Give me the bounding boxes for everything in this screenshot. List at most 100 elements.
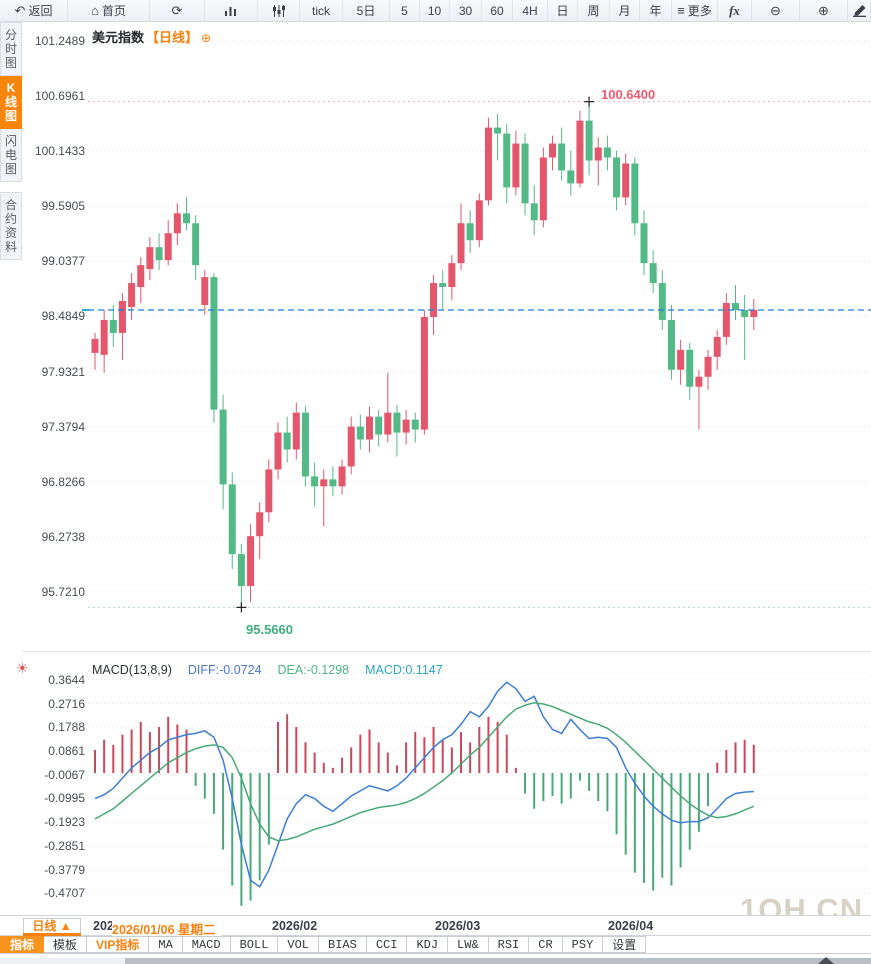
indicator-settings-icon[interactable]: ☀ (16, 660, 29, 676)
tab-VOL[interactable]: VOL (278, 936, 320, 953)
toolbar-more-button[interactable]: ≡ 更多 (672, 0, 718, 21)
sidebar-item-char: 约 (4, 212, 17, 226)
toolbar-4h-button[interactable]: 4H (513, 0, 548, 21)
macd-diff-value: DIFF:-0.0724 (187, 663, 262, 677)
toolbar-label: 更多 (687, 4, 712, 18)
toolbar-tick-button[interactable]: tick (300, 0, 343, 21)
toolbar-label: 60 (490, 3, 504, 18)
period-selector-button[interactable]: 日线 ▲ (23, 918, 81, 935)
toolbar-home-button[interactable]: ⌂ 首页 (68, 0, 150, 21)
sidebar-item-闪电图[interactable]: 闪电图 (0, 129, 22, 182)
toolbar-label: 5 (401, 3, 408, 18)
tab-指标[interactable]: 指标 (0, 936, 45, 953)
toolbar-zoom-out-button[interactable]: ⊖ (752, 0, 800, 21)
toolbar-kline-style-button[interactable] (258, 0, 300, 21)
tab-MA[interactable]: MA (149, 936, 183, 953)
current-price-axis-tick (82, 309, 89, 311)
toolbar-label: 5日 (356, 4, 376, 18)
toolbar-fx-button[interactable]: fx (718, 0, 752, 21)
crosshair-date-label: 2026/01/06 星期二 (112, 919, 222, 938)
expand-arrow-icon[interactable] (818, 957, 834, 964)
sidebar-item-char: 图 (4, 56, 17, 70)
horizontal-scrollbar[interactable] (0, 957, 871, 964)
macd-y-tick: -0.2851 (44, 838, 85, 853)
price-y-tick: 99.0377 (41, 254, 85, 269)
scrollbar-thumb[interactable] (125, 958, 871, 964)
toolbar-chart-type-button[interactable] (205, 0, 258, 21)
macd-y-tick: 0.0861 (48, 743, 85, 758)
date-tick: 2026/04 (608, 919, 654, 933)
toolbar-label: 4H (522, 3, 538, 18)
toolbar-label: 日 (556, 4, 569, 18)
sidebar-item-char: 分 (4, 28, 17, 42)
home-icon: ⌂ (91, 3, 99, 18)
tab-KDJ[interactable]: KDJ (407, 936, 449, 953)
add-indicator-icon[interactable]: ⊕ (201, 31, 212, 45)
macd-y-tick: -0.4707 (44, 886, 85, 901)
toolbar-label: 10 (427, 3, 442, 18)
toolbar-label: 周 (587, 4, 600, 18)
high-price-label: 100.6400 (601, 87, 656, 102)
tab-模板[interactable]: 模板 (44, 936, 88, 953)
macd-label-row: MACD(13,8,9) DIFF:-0.0724 DEA:-0.1298 MA… (92, 663, 443, 677)
price-y-tick: 96.8266 (41, 474, 85, 489)
toolbar-30min-button[interactable]: 30 (450, 0, 482, 21)
toolbar-5d-button[interactable]: 5日 (343, 0, 390, 21)
toolbar-day-button[interactable]: 日 (548, 0, 578, 21)
macd-y-tick: 0.3644 (48, 672, 85, 687)
tab-LW&[interactable]: LW& (448, 936, 489, 953)
price-y-tick: 97.3794 (41, 419, 85, 434)
macd-y-tick: 0.2716 (48, 696, 85, 711)
sidebar-item-分时图[interactable]: 分时图 (0, 22, 22, 76)
toolbar-back-button[interactable]: ↶ 返回 (0, 0, 68, 21)
symbol-name: 美元指数 (92, 30, 145, 45)
toolbar-label: 返回 (28, 4, 53, 18)
toolbar-zoom-in-button[interactable]: ⊕ (800, 0, 848, 21)
macd-y-tick: -0.3779 (44, 862, 85, 877)
price-y-tick: 101.2489 (34, 34, 85, 48)
tab-VIP指标[interactable]: VIP指标 (87, 936, 150, 953)
tab-MACD[interactable]: MACD (182, 936, 231, 953)
macd-y-tick: -0.1923 (44, 815, 85, 830)
zoom-in-icon: ⊕ (818, 3, 829, 18)
toolbar-year-button[interactable]: 年 (640, 0, 672, 21)
tab-BIAS[interactable]: BIAS (319, 936, 367, 953)
sidebar-item-合约资料[interactable]: 合约资料 (0, 192, 22, 260)
sidebar-item-char: 时 (4, 42, 17, 56)
period-tag: 【日线】 (146, 30, 199, 45)
toolbar-month-button[interactable]: 月 (610, 0, 640, 21)
toolbar-60min-button[interactable]: 60 (482, 0, 513, 21)
toolbar-refresh-button[interactable]: ⟳ (150, 0, 205, 21)
price-y-tick: 98.4849 (41, 309, 85, 324)
toolbar-10min-button[interactable]: 10 (420, 0, 450, 21)
sidebar-item-char: K (6, 81, 16, 95)
sidebar-item-char: 资 (4, 226, 17, 240)
toolbar-label: fx (729, 2, 740, 18)
pane-separator (22, 651, 871, 652)
toolbar-5min-button[interactable]: 5 (390, 0, 420, 21)
tab-BOLL[interactable]: BOLL (230, 936, 279, 953)
tab-CCI[interactable]: CCI (366, 936, 408, 953)
toolbar-draw-button[interactable] (848, 0, 871, 21)
toolbar: ↶ 返回 ⌂ 首页 ⟳ tick 5日 5 10 30 60 4H 日 周月年 ≡ 更多 fx ⊖ ⊕ (0, 0, 871, 22)
sidebar-item-char: 料 (4, 240, 17, 254)
tab-RSI[interactable]: RSI (488, 936, 530, 953)
toolbar-week-button[interactable]: 周 (578, 0, 610, 21)
price-y-tick: 100.1433 (34, 144, 85, 159)
macd-y-tick: 0.1788 (48, 720, 85, 735)
toolbar-label: 年 (649, 4, 662, 18)
sidebar-item-char: 线 (4, 95, 17, 109)
date-tick: 2026/02 (272, 919, 318, 933)
tab-CR[interactable]: CR (529, 936, 563, 953)
tab-设置[interactable]: 设置 (603, 936, 647, 953)
toolbar-label: 30 (458, 3, 473, 18)
sidebar-item-char: 闪 (4, 134, 17, 148)
zoom-out-icon: ⊖ (770, 3, 781, 18)
macd-chart[interactable] (88, 655, 871, 915)
tab-PSY[interactable]: PSY (562, 936, 604, 953)
candlestick-chart[interactable] (88, 22, 871, 650)
sidebar-item-char: 电 (4, 148, 17, 162)
